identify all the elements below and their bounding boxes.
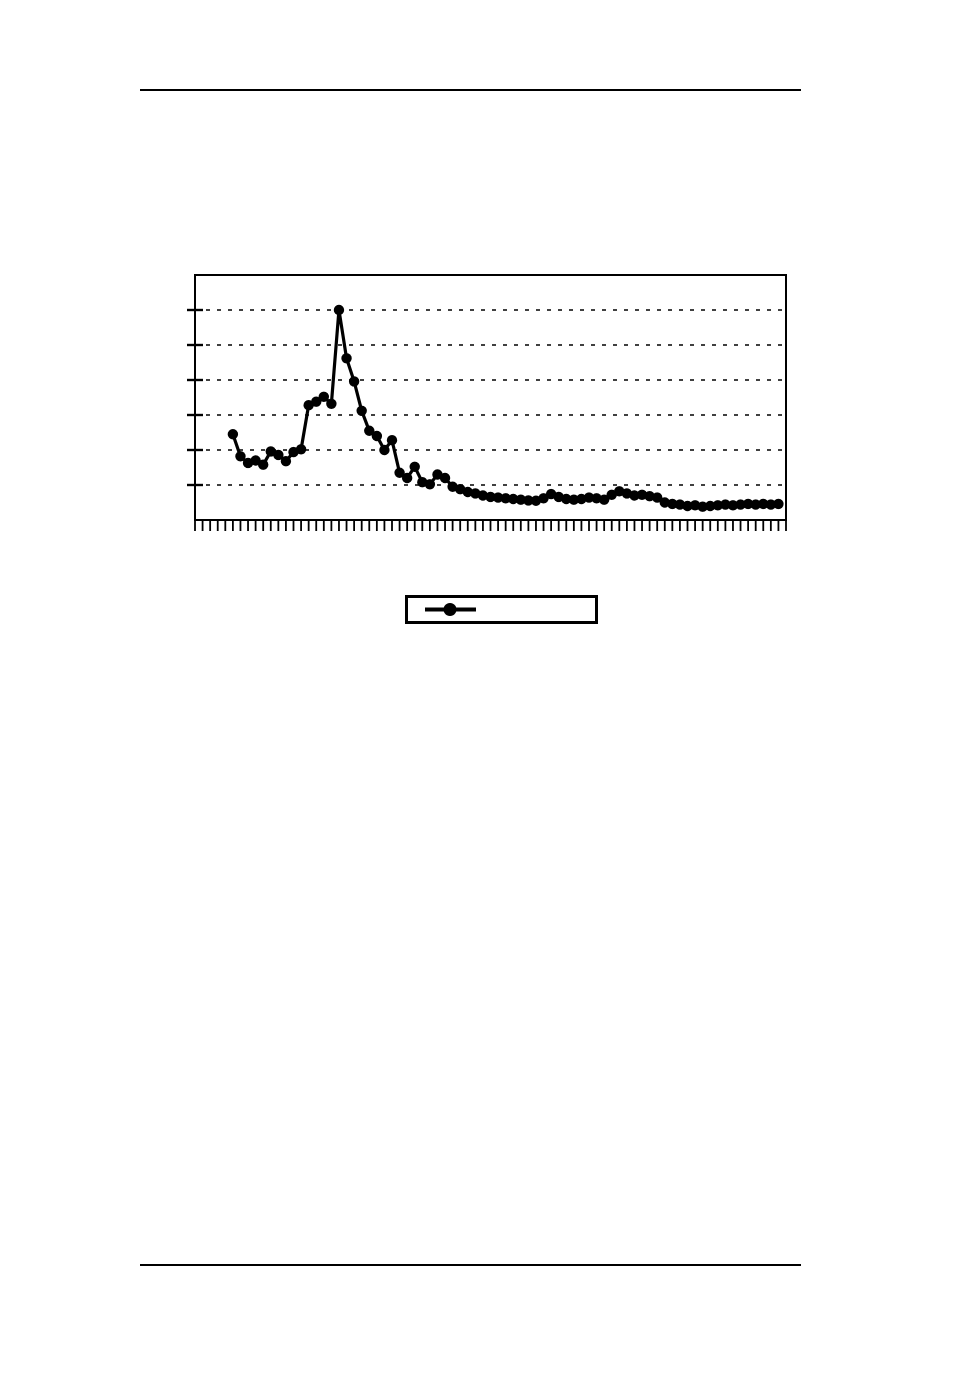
data-point-marker <box>311 396 322 407</box>
y-axis-ticks <box>187 308 203 487</box>
x-axis-ticks <box>194 520 787 531</box>
data-point-marker <box>333 304 345 316</box>
data-point-marker <box>379 444 390 456</box>
data-point-marker <box>326 398 337 409</box>
plot-frame <box>194 274 787 521</box>
data-point-marker <box>629 490 640 501</box>
data-point-marker <box>356 405 367 416</box>
chart-legend <box>405 595 598 624</box>
data-point-marker <box>667 498 678 510</box>
data-point-marker <box>250 455 261 466</box>
legend-entry-symbol <box>425 603 476 616</box>
header-rule <box>140 89 801 91</box>
data-point-marker <box>727 500 739 511</box>
data-point-marker <box>500 493 511 504</box>
data-point-marker <box>235 451 246 462</box>
data-point-marker <box>750 499 761 510</box>
data-point-marker <box>280 456 292 467</box>
data-point-marker <box>758 498 769 510</box>
data-point-marker <box>508 493 519 505</box>
data-point-marker <box>439 472 451 484</box>
line-chart <box>187 274 787 531</box>
data-point-marker <box>515 494 527 505</box>
data-point-marker <box>651 492 663 503</box>
data-point-marker <box>273 449 284 461</box>
data-point-marker <box>227 429 239 440</box>
data-series-markers <box>227 304 784 512</box>
data-point-marker <box>492 492 504 503</box>
data-point-marker <box>318 391 330 402</box>
data-point-marker <box>341 353 352 364</box>
data-point-marker <box>523 495 534 506</box>
data-point-marker <box>742 498 754 510</box>
plot-area <box>187 274 787 531</box>
data-point-marker <box>568 494 580 505</box>
data-point-marker <box>561 493 572 505</box>
data-point-marker <box>735 499 746 510</box>
legend-marker-icon <box>443 603 457 616</box>
data-point-marker <box>348 376 360 387</box>
data-point-marker <box>583 492 595 503</box>
data-point-marker <box>424 479 436 490</box>
footer-rule <box>140 1264 801 1266</box>
data-point-marker <box>401 472 413 484</box>
data-point-marker <box>773 498 784 510</box>
data-point-marker <box>712 500 724 511</box>
data-point-marker <box>386 435 398 446</box>
data-point-marker <box>295 444 307 455</box>
data-point-marker <box>371 430 383 442</box>
data-point-marker <box>705 500 716 512</box>
data-point-marker <box>538 493 549 504</box>
data-point-marker <box>697 501 708 512</box>
data-point-marker <box>765 499 777 510</box>
data-point-marker <box>720 499 731 510</box>
data-point-marker <box>598 494 610 505</box>
data-point-marker <box>682 500 693 512</box>
data-point-marker <box>257 459 269 470</box>
data-point-marker <box>364 425 375 436</box>
data-point-marker <box>394 467 405 478</box>
data-point-marker <box>485 491 496 503</box>
data-point-marker <box>409 461 420 472</box>
